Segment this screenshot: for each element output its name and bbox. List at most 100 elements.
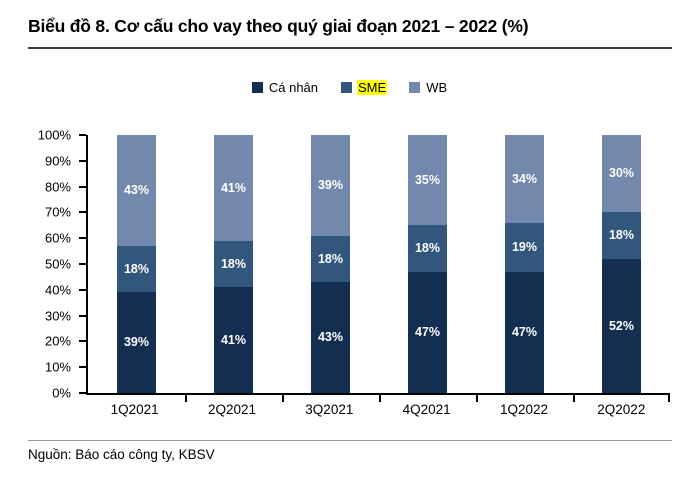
stacked-bar-chart: 100% 90% 80% 70% 60% 50% 40% 30% 20% 10% 0% 43% 18%… [28, 128, 670, 402]
bar-column-4q2021: 35% 18% 47% [379, 135, 476, 393]
y-tick-mark [79, 314, 86, 317]
segment-value-label: 47% [511, 325, 537, 340]
plot-area: 43% 18% 39% 41% 18% 41% 39% 18% 43% 35% 18% 47% 34% 1… [86, 135, 670, 402]
x-tick-mark [282, 395, 284, 402]
legend-swatch-wb [409, 82, 421, 93]
page: Biểu đồ 8. Cơ cấu cho vay theo quý giai … [0, 14, 700, 488]
segment-value-label: 18% [220, 256, 246, 271]
segment-sme: 18% [116, 245, 157, 293]
segment-value-label: 47% [414, 325, 440, 340]
y-tick-mark [79, 134, 86, 136]
y-tick-label: 100% [37, 127, 71, 143]
segment-sme: 18% [601, 212, 642, 259]
segment-value-label: 52% [608, 318, 634, 333]
legend-swatch-sme [341, 82, 353, 93]
x-axis-label: 4Q2021 [402, 402, 451, 417]
y-tick-label: 40% [44, 282, 71, 298]
y-tick-mark [79, 159, 86, 162]
title-divider [28, 47, 672, 49]
bar-column-2q2021: 41% 18% 41% [185, 135, 282, 393]
legend-item-wb: WB [409, 80, 448, 95]
y-tick-label: 0% [52, 385, 71, 401]
x-axis-labels: 1Q2021 2Q2021 3Q2021 4Q2021 1Q2022 2Q2022 [86, 402, 670, 417]
segment-wb: 30% [601, 135, 642, 213]
legend-label-wb: WB [426, 80, 448, 95]
segment-cá-nhân: 52% [601, 258, 642, 393]
bar-column-1q2022: 34% 19% 47% [476, 135, 573, 393]
segment-value-label: 19% [511, 239, 537, 254]
x-tick-mark [476, 395, 478, 402]
x-tick-mark [573, 395, 575, 402]
segment-value-label: 41% [220, 332, 246, 347]
bar-stack: 43% 18% 39% [116, 135, 157, 393]
bar-stack: 39% 18% 43% [310, 135, 351, 393]
segment-wb: 39% [310, 135, 351, 236]
y-tick-label: 80% [44, 179, 71, 195]
y-axis: 100% 90% 80% 70% 60% 50% 40% 30% 20% 10% 0% [28, 128, 86, 401]
bar-stack: 34% 19% 47% [504, 135, 545, 393]
segment-value-label: 39% [317, 178, 343, 193]
y-tick-mark [79, 211, 86, 214]
source-text: Nguồn: Báo cáo công ty, KBSV [28, 447, 215, 462]
segment-wb: 41% [213, 135, 254, 241]
bar-column-1q2021: 43% 18% 39% [88, 135, 185, 393]
y-tick-mark [79, 237, 86, 240]
segment-value-label: 43% [317, 330, 343, 345]
y-tick-label: 30% [44, 308, 71, 324]
segment-cá-nhân: 39% [116, 292, 157, 393]
legend-item-sme: SME [341, 80, 388, 95]
segment-value-label: 34% [511, 171, 537, 186]
segment-sme: 18% [407, 225, 448, 272]
chart-title: Biểu đồ 8. Cơ cấu cho vay theo quý giai … [28, 16, 529, 36]
y-tick-mark [79, 288, 86, 291]
segment-sme: 18% [213, 240, 254, 288]
segment-value-label: 18% [608, 228, 634, 243]
segment-wb: 35% [407, 135, 448, 226]
y-tick-label: 10% [44, 359, 71, 375]
y-tick-mark [79, 185, 86, 188]
segment-value-label: 35% [414, 172, 440, 187]
segment-value-label: 39% [123, 335, 149, 350]
segment-wb: 43% [116, 135, 157, 246]
bar-stack: 30% 18% 52% [601, 135, 642, 393]
x-axis-label: 2Q2021 [207, 402, 257, 417]
y-tick-mark [79, 392, 86, 394]
x-axis-label: 2Q2022 [597, 402, 646, 417]
bottom-divider [28, 440, 672, 441]
legend-swatch-ca-nhan [251, 82, 263, 93]
x-axis-label: 1Q2021 [110, 402, 159, 417]
legend-label-ca-nhan: Cá nhân [268, 80, 319, 95]
y-tick-label: 50% [44, 256, 71, 272]
bar-column-3q2021: 39% 18% 43% [282, 135, 379, 393]
segment-value-label: 41% [220, 180, 246, 195]
segment-sme: 19% [504, 222, 545, 272]
segment-wb: 34% [504, 135, 545, 223]
y-tick-mark [79, 263, 86, 265]
x-axis-label: 1Q2022 [499, 402, 548, 417]
x-axis-label: 3Q2021 [305, 402, 354, 417]
bar-column-2q2022: 30% 18% 52% [573, 135, 670, 393]
segment-cá-nhân: 43% [310, 282, 351, 393]
y-tick-label: 90% [44, 153, 71, 169]
legend-item-ca-nhan: Cá nhân [251, 80, 319, 95]
bar-stack: 35% 18% 47% [407, 135, 448, 393]
segment-cá-nhân: 47% [504, 271, 545, 393]
segment-value-label: 30% [608, 166, 634, 181]
y-tick-label: 60% [44, 230, 71, 246]
y-tick-mark [79, 366, 86, 369]
segment-value-label: 18% [317, 251, 343, 266]
bar-stack: 41% 18% 41% [213, 135, 254, 393]
x-tick-mark [185, 395, 187, 402]
legend: Cá nhân SME WB [0, 80, 700, 95]
segment-cá-nhân: 47% [407, 271, 448, 393]
segment-sme: 18% [310, 235, 351, 283]
y-tick-label: 20% [44, 333, 71, 349]
legend-label-sme: SME [357, 80, 388, 95]
segment-value-label: 18% [414, 241, 440, 256]
y-tick-label: 70% [44, 204, 71, 220]
segment-cá-nhân: 41% [213, 287, 254, 393]
x-tick-mark [379, 395, 381, 402]
segment-value-label: 43% [123, 183, 149, 198]
x-tick-mark [668, 395, 670, 402]
segment-value-label: 18% [123, 261, 149, 276]
